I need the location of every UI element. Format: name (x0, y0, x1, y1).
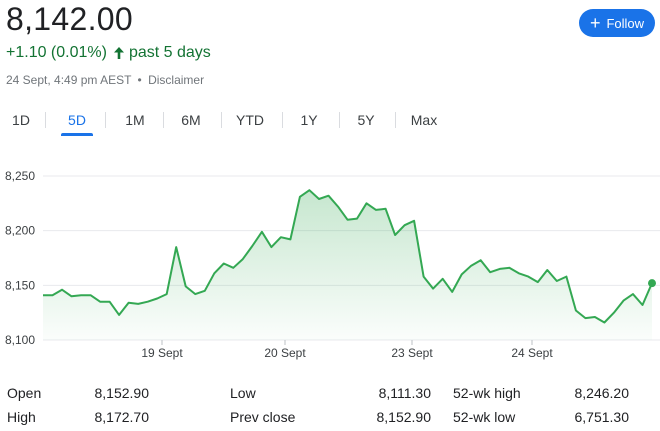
current-price: 8,142.00 (6, 1, 133, 37)
tab-divider (339, 112, 340, 128)
stat-low-value: 8,111.30 (378, 385, 431, 401)
price-chart[interactable]: 8,100 8,150 8,200 8,250 19 Sept 20 Sept 23 Sep… (0, 150, 660, 365)
stat-prev-close-value: 8,152.90 (376, 409, 432, 425)
stat-52wk-low-value: 6,751.30 (574, 409, 630, 425)
stat-52wk-low-label: 52-wk low (453, 409, 516, 425)
stat-52wk-high-value: 8,246.20 (574, 385, 630, 401)
stat-low-label: Low (230, 385, 256, 401)
plus-icon: + (589, 13, 601, 33)
x-tick-label: 23 Sept (391, 346, 433, 360)
stat-high-value: 8,172.70 (94, 409, 150, 425)
x-tick-label: 24 Sept (511, 346, 553, 360)
stat-prev-close-label: Prev close (230, 409, 296, 425)
arrow-up-icon (113, 46, 125, 60)
last-price-point (648, 279, 656, 288)
stats-table: Open 8,152.90 High 8,172.70 Low 8,111.30… (0, 380, 660, 428)
tab-divider (45, 112, 46, 128)
timestamp-separator: • (137, 73, 142, 87)
tab-divider (282, 112, 283, 128)
follow-button-label: Follow (606, 15, 645, 31)
y-tick-label: 8,200 (5, 224, 35, 238)
x-tick-label: 20 Sept (264, 346, 306, 360)
tab-max[interactable]: Max (410, 112, 438, 128)
stat-high-label: High (7, 409, 36, 425)
price-area (43, 190, 652, 340)
price-change: +1.10 (0.01%) past 5 days (6, 43, 211, 63)
tab-1d[interactable]: 1D (12, 112, 30, 128)
y-tick-label: 8,100 (5, 333, 35, 347)
stat-open-value: 8,152.90 (94, 385, 150, 401)
change-value: +1.10 (0.01%) (6, 44, 107, 61)
tab-divider (221, 112, 222, 128)
tab-ytd[interactable]: YTD (236, 112, 264, 128)
x-tick-label: 19 Sept (141, 346, 183, 360)
stat-52wk-high-label: 52-wk high (453, 385, 521, 401)
y-tick-label: 8,150 (5, 278, 35, 292)
follow-button[interactable]: + Follow (579, 9, 655, 37)
tab-divider (105, 112, 106, 128)
tab-6m[interactable]: 6M (181, 112, 201, 128)
disclaimer-link[interactable]: Disclaimer (148, 73, 205, 87)
tab-divider (395, 112, 396, 128)
tab-5d[interactable]: 5D (61, 106, 93, 136)
price-line (43, 189, 653, 324)
change-period: past 5 days (128, 44, 211, 61)
quote-timestamp: 24 Sept, 4:49 pm AEST • Disclaimer (6, 72, 204, 88)
tab-1y[interactable]: 1Y (300, 112, 318, 128)
tab-divider (163, 112, 164, 128)
y-tick-label: 8,250 (5, 169, 35, 183)
timestamp-text: 24 Sept, 4:49 pm AEST (6, 73, 132, 87)
tab-1m[interactable]: 1M (125, 112, 145, 128)
stat-open-label: Open (7, 385, 42, 401)
tab-5y[interactable]: 5Y (357, 112, 375, 128)
price-chart-svg: 8,100 8,150 8,200 8,250 19 Sept 20 Sept 23 Sep… (5, 169, 660, 360)
